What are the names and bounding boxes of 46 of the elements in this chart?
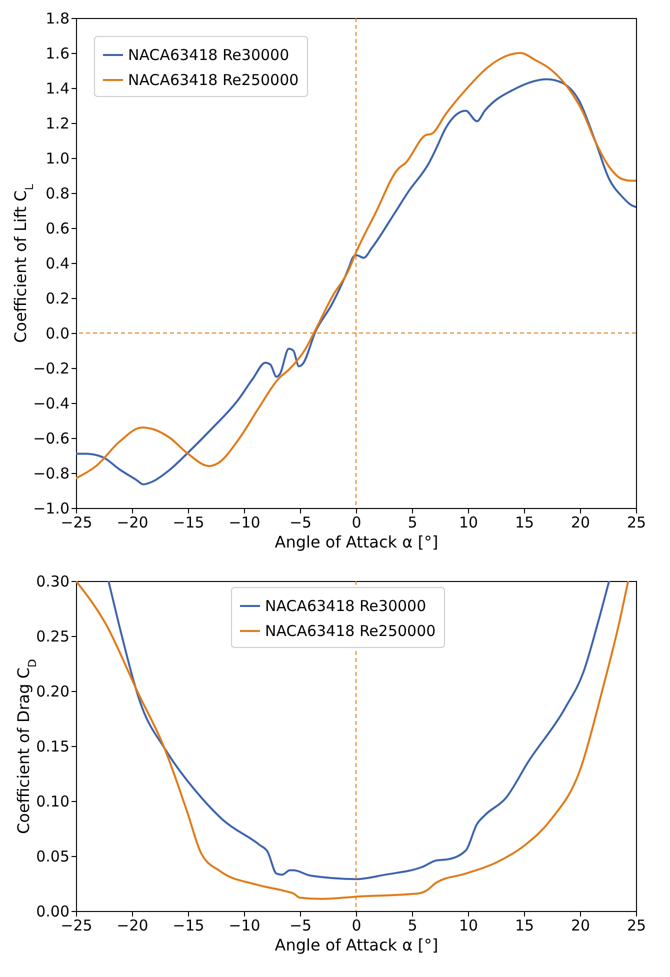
y-tick-label: 1.4 [46, 80, 70, 98]
y-tick-label: 0.2 [46, 290, 70, 308]
y-tick-label: 1.2 [46, 114, 70, 132]
x-axis-title: Angle of Attack α [°] [274, 532, 438, 552]
y-tick-label: 0.4 [46, 254, 70, 272]
y-tick-label: 0.0 [46, 324, 70, 342]
y-tick-label: 0.20 [36, 682, 70, 700]
x-tick-label: −15 [172, 514, 204, 532]
x-tick-label: 25 [626, 514, 646, 532]
x-tick-label: −5 [289, 916, 312, 934]
y-tick-label: 0.05 [36, 848, 70, 866]
y-tick-label: −0.6 [33, 430, 70, 448]
y-tick-label: 0.6 [46, 220, 70, 238]
x-tick-label: 0 [352, 916, 362, 934]
legend-label: NACA63418 Re250000 [265, 622, 436, 640]
y-tick-label: 0.10 [36, 792, 70, 810]
legend-label: NACA63418 Re250000 [128, 71, 299, 89]
legend-label: NACA63418 Re30000 [265, 597, 426, 615]
y-tick-label: −0.8 [33, 464, 70, 482]
x-tick-label: 5 [408, 514, 418, 532]
y-tick-label: 0.25 [36, 628, 70, 646]
y-tick-label: 0.8 [46, 184, 70, 202]
x-tick-label: 20 [570, 514, 590, 532]
x-tick-label: −20 [116, 916, 148, 934]
legend-label: NACA63418 Re30000 [128, 46, 290, 64]
y-tick-label: −0.2 [33, 360, 70, 378]
y-tick-label: 0.15 [36, 738, 70, 756]
x-tick-label: −20 [116, 514, 148, 532]
x-tick-label: 5 [408, 916, 418, 934]
x-tick-label: 15 [514, 916, 534, 934]
y-tick-label: 1.6 [46, 44, 70, 62]
x-tick-label: −5 [289, 514, 312, 532]
x-tick-label: 15 [514, 514, 534, 532]
x-tick-label: 10 [458, 916, 478, 934]
x-tick-label: −10 [228, 916, 260, 934]
x-tick-label: 20 [570, 916, 590, 934]
x-tick-label: 10 [458, 514, 478, 532]
y-tick-label: 0.30 [36, 572, 70, 590]
y-tick-label: 1.8 [46, 10, 70, 28]
x-axis-title: Angle of Attack α [°] [274, 936, 438, 954]
x-tick-label: 25 [626, 916, 646, 934]
x-tick-label: −10 [228, 514, 260, 532]
x-tick-label: −15 [172, 916, 204, 934]
y-tick-label: 1.0 [46, 150, 70, 168]
x-tick-label: 0 [352, 514, 362, 532]
y-tick-label: −0.4 [33, 394, 70, 412]
